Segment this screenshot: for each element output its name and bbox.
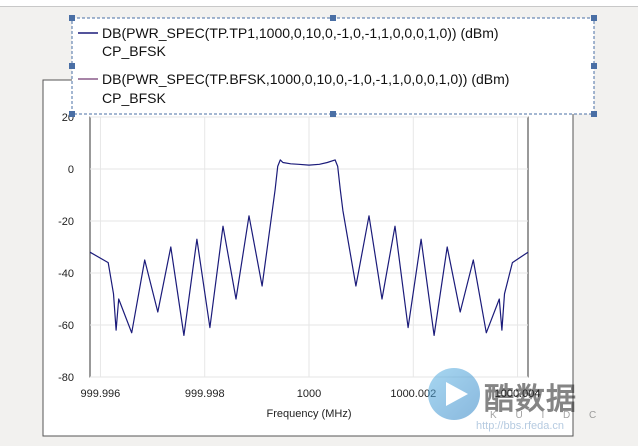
- legend-entry-tp1-name: DB(PWR_SPEC(TP.TP1,1000,0,10,0,-1,0,-1,1…: [102, 25, 499, 41]
- x-tick-label: 1000.002: [390, 388, 436, 400]
- y-tick-label: -20: [58, 216, 74, 228]
- x-axis-ticks: 999.996 999.998 1000 1000.002 1000.004: [81, 388, 541, 400]
- x-tick-label: 1000: [297, 388, 321, 400]
- series-layer: [89, 159, 529, 336]
- watermark-url: http://bbs.rfeda.cn: [475, 420, 565, 432]
- y-tick-label: -80: [58, 372, 74, 384]
- y-tick-label: -60: [58, 320, 74, 332]
- handle-bm[interactable]: [330, 111, 336, 117]
- watermark-play-icon: [428, 368, 480, 420]
- legend-resize-handles[interactable]: [69, 15, 597, 117]
- handle-tl[interactable]: [69, 15, 75, 21]
- handle-tm[interactable]: [330, 15, 336, 21]
- watermark: 酷数据 K U I D C http://bbs.rfeda.cn: [420, 358, 620, 436]
- x-tick-label: 999.996: [81, 388, 121, 400]
- y-axis-ticks: 200-20-40-60-80: [58, 112, 74, 384]
- y-tick-label: -40: [58, 268, 74, 280]
- watermark-brand: 酷数据: [484, 383, 577, 416]
- handle-tr[interactable]: [591, 15, 597, 21]
- legend-box: [71, 17, 595, 115]
- handle-bl[interactable]: [69, 111, 75, 117]
- x-axis-label: Frequency (MHz): [267, 408, 352, 420]
- handle-mr[interactable]: [591, 63, 597, 69]
- x-tick-label: 1000.004: [495, 388, 541, 400]
- grid-lines: [90, 116, 528, 378]
- series-line-0: [89, 159, 529, 336]
- legend-entry-bfsk-name: DB(PWR_SPEC(TP.BFSK,1000,0,10,0,-1,0,-1,…: [102, 71, 509, 87]
- legend-entry-tp1-sub: CP_BFSK: [102, 43, 166, 59]
- legend[interactable]: DB(PWR_SPEC(TP.TP1,1000,0,10,0,-1,0,-1,1…: [69, 15, 597, 117]
- x-tick-label: 999.998: [185, 388, 225, 400]
- handle-ml[interactable]: [69, 63, 75, 69]
- legend-entry-bfsk-sub: CP_BFSK: [102, 90, 166, 106]
- watermark-sub: K U I D C: [490, 410, 605, 421]
- window-top-strip: [0, 0, 638, 7]
- handle-br[interactable]: [591, 111, 597, 117]
- y-tick-label: 0: [68, 164, 74, 176]
